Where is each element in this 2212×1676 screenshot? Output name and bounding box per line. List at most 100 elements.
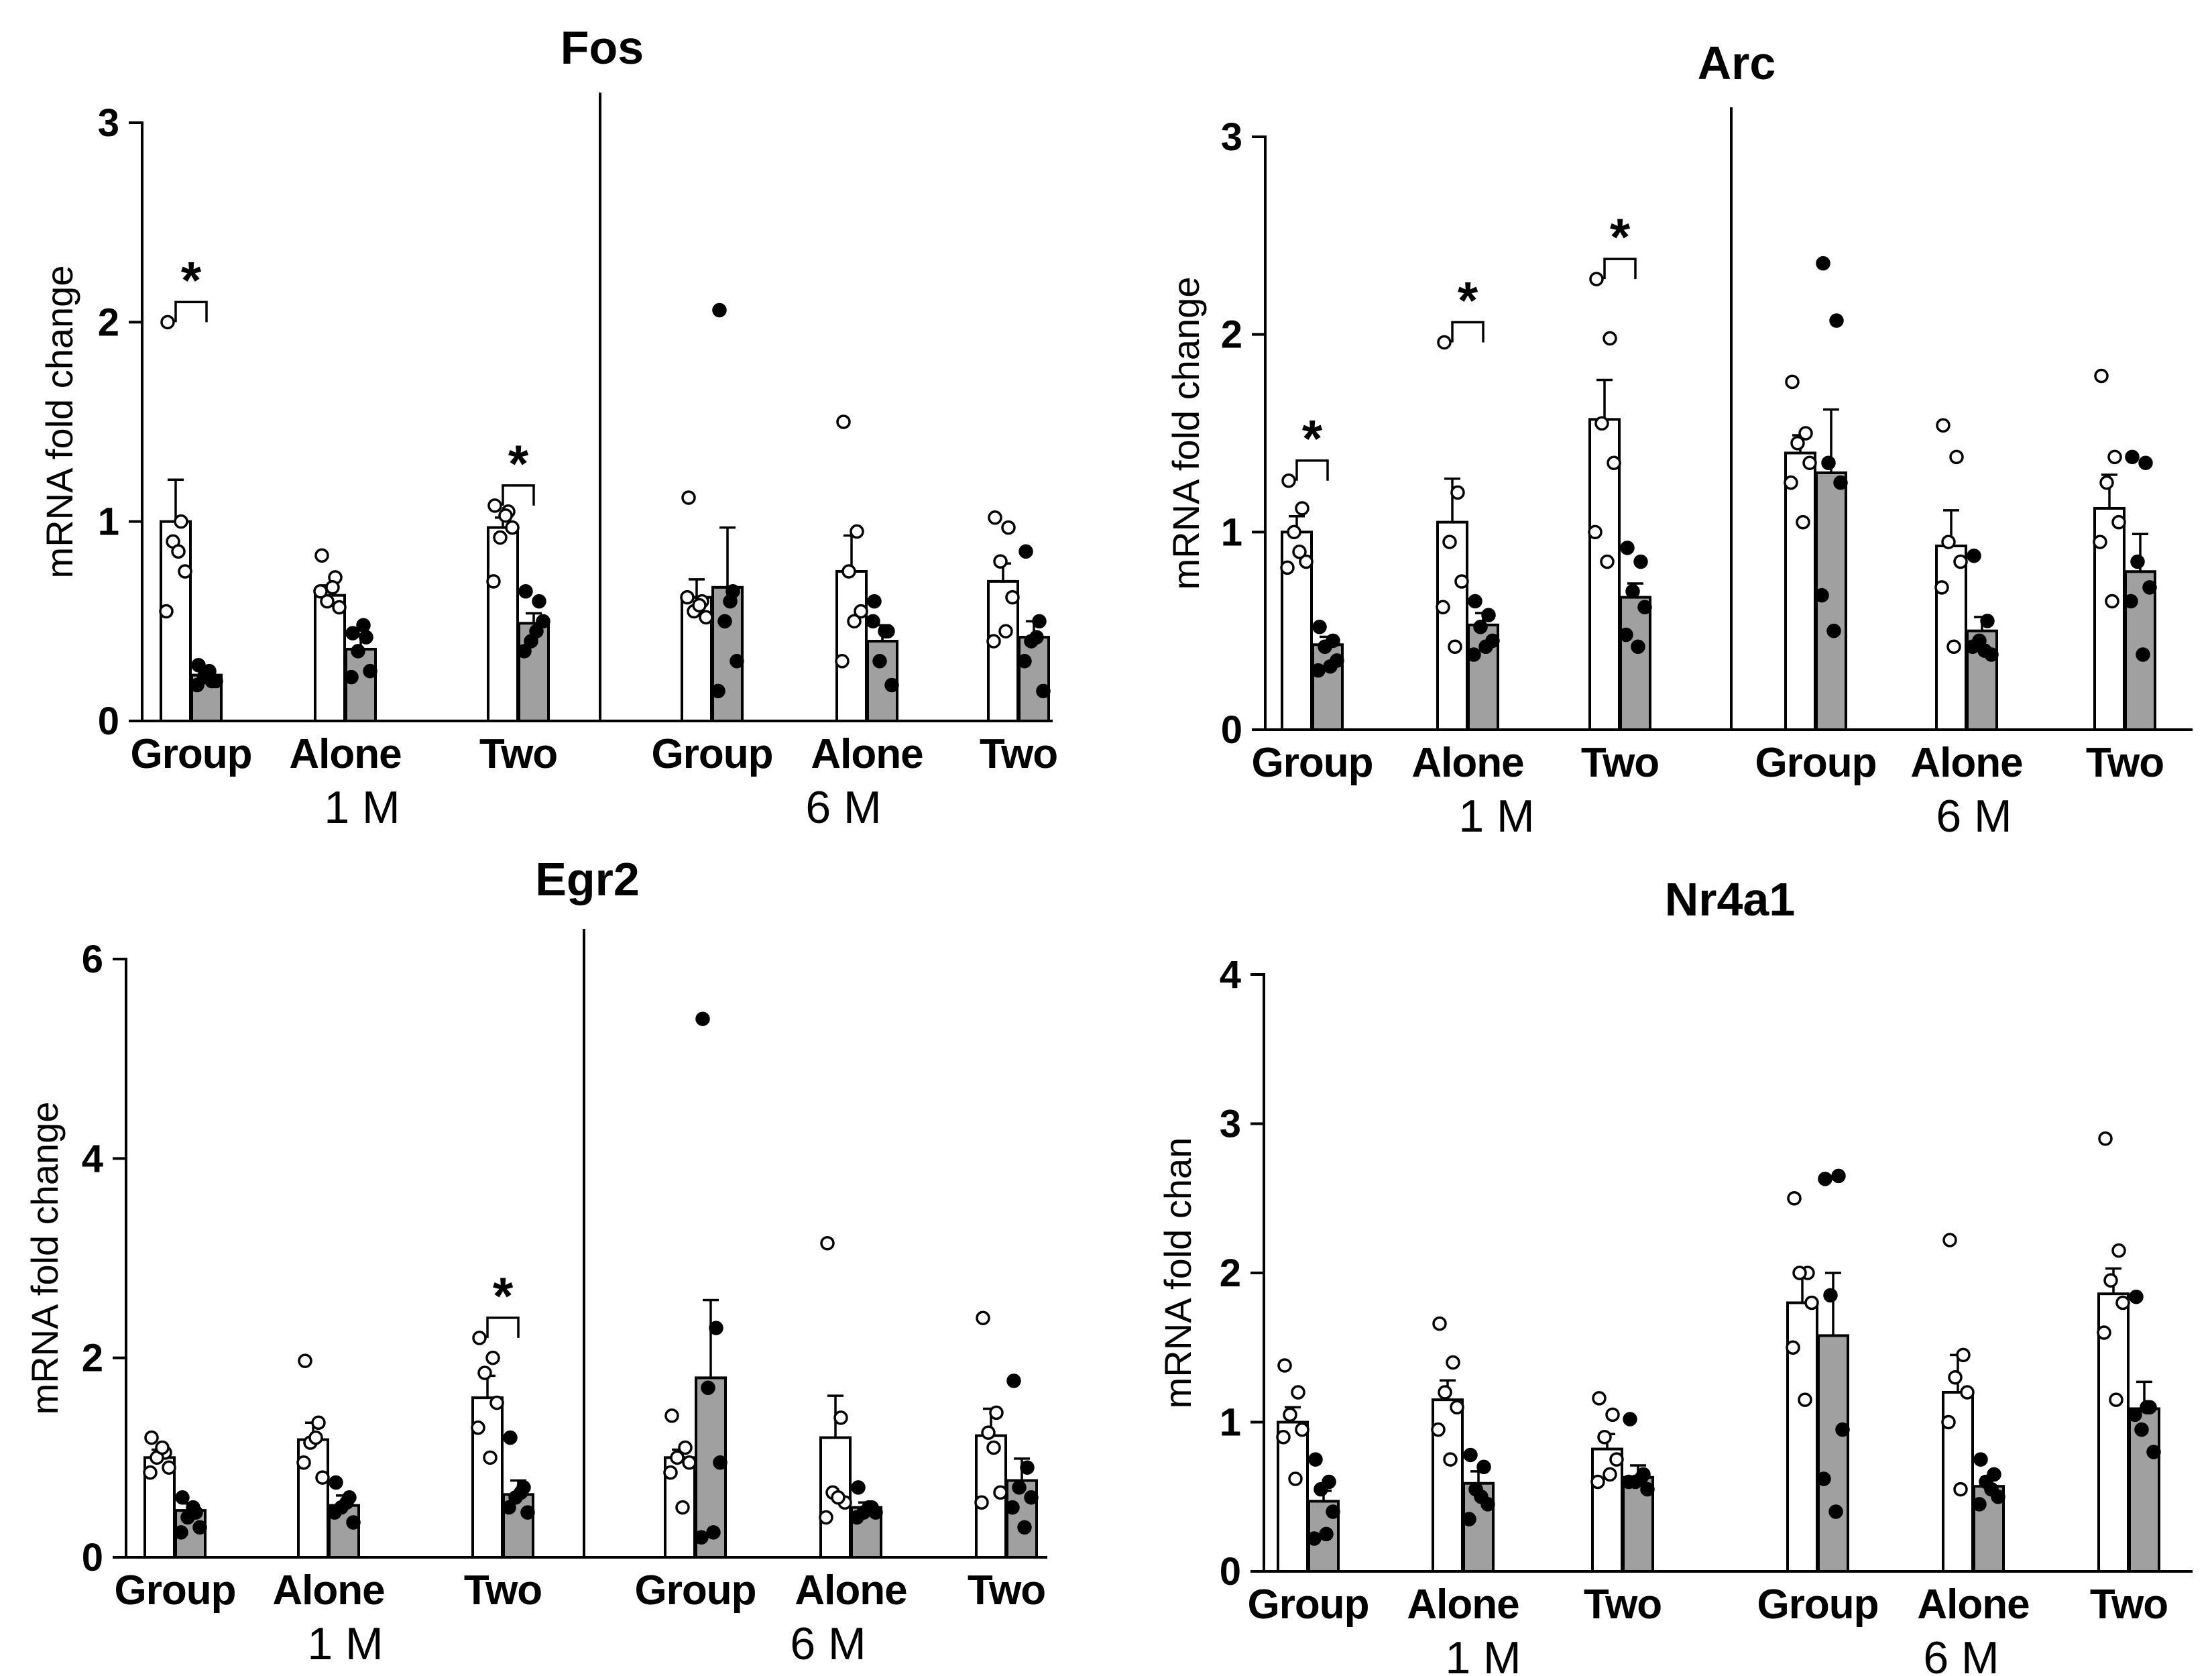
- point-treated: [1307, 1531, 1322, 1546]
- category-label: Two: [2086, 740, 2164, 786]
- point-control: [1292, 545, 1307, 559]
- point-treated: [709, 1321, 723, 1335]
- point-treated: [1829, 313, 1844, 328]
- age-group-label: 6 M: [1936, 791, 2012, 842]
- point-control: [835, 654, 850, 669]
- point-treated: [363, 663, 377, 679]
- point-treated: [1012, 1480, 1027, 1495]
- point-control: [1948, 1370, 1963, 1385]
- category-label: Alone: [1407, 1581, 1519, 1628]
- age-group-label: 1 M: [1445, 1632, 1521, 1676]
- point-control: [2098, 1131, 2113, 1146]
- point-control: [1802, 455, 1817, 470]
- point-control: [505, 520, 520, 535]
- point-treated: [2134, 1422, 2149, 1437]
- y-tick-label: 0: [82, 1536, 103, 1579]
- point-control: [831, 1490, 846, 1505]
- significance-bracket: [502, 484, 535, 506]
- point-treated: [2123, 594, 2138, 609]
- point-control: [178, 564, 192, 579]
- point-treated: [518, 583, 533, 599]
- category-label: Alone: [272, 1567, 384, 1614]
- point-control: [1450, 485, 1465, 500]
- point-control: [2107, 449, 2122, 465]
- bar-treated: [1815, 471, 1847, 732]
- panel-nr4a1: Nr4a1 mRNA fold chan 0 1 2 3 4 Group Alone Two Gro…: [1157, 873, 2193, 1676]
- y-tick-label: 4: [82, 1137, 103, 1180]
- point-treated: [186, 1500, 200, 1515]
- category-label: Two: [1581, 740, 1659, 786]
- point-treated: [711, 683, 725, 699]
- point-treated: [532, 594, 546, 609]
- point-control: [1936, 418, 1951, 433]
- point-control: [2115, 1295, 2130, 1310]
- point-treated: [2142, 580, 2157, 595]
- point-control: [675, 1500, 690, 1515]
- panel-title: Fos: [561, 21, 644, 74]
- point-control: [2103, 1273, 2118, 1288]
- bar-treated: [1619, 596, 1651, 731]
- age-group-label: 1 M: [1458, 791, 1534, 842]
- point-control: [1001, 520, 1016, 535]
- y-tick-label: 0: [98, 700, 119, 743]
- point-treated: [712, 302, 727, 318]
- point-treated: [1631, 639, 1645, 654]
- point-control: [489, 1395, 504, 1410]
- point-control: [159, 604, 174, 619]
- bar-control: [1591, 1447, 1623, 1573]
- point-treated: [1823, 1288, 1838, 1303]
- point-control: [1597, 1430, 1612, 1445]
- point-treated: [514, 1485, 528, 1500]
- point-control: [1600, 554, 1615, 569]
- point-control: [314, 548, 329, 563]
- point-control: [1798, 426, 1813, 441]
- point-control: [493, 530, 508, 545]
- category-label: Group: [1757, 1581, 1879, 1628]
- point-control: [1436, 600, 1450, 615]
- point-treated: [2136, 647, 2150, 662]
- point-control: [836, 414, 851, 429]
- point-control: [692, 598, 707, 613]
- point-treated: [1473, 620, 1488, 634]
- point-control: [1790, 435, 1805, 451]
- point-treated: [1816, 1471, 1831, 1486]
- bar-control: [1784, 451, 1816, 731]
- point-treated: [346, 1515, 361, 1530]
- point-control: [1295, 501, 1309, 516]
- category-label: Alone: [1411, 740, 1523, 786]
- bar-treated: [1817, 1334, 1849, 1573]
- point-treated: [1640, 1482, 1655, 1497]
- point-treated: [1625, 583, 1640, 599]
- point-control: [833, 1410, 848, 1425]
- point-control: [699, 610, 713, 625]
- point-control: [486, 574, 501, 589]
- significance-star: *: [1610, 207, 1631, 266]
- category-label: Group: [131, 731, 252, 777]
- point-treated: [503, 1430, 518, 1445]
- point-control: [143, 1465, 158, 1480]
- point-control: [1592, 1391, 1607, 1406]
- point-treated: [359, 630, 373, 645]
- point-treated: [502, 1500, 516, 1515]
- bar-control: [1436, 520, 1468, 731]
- y-tick-label: 6: [82, 938, 103, 981]
- point-treated: [1973, 1452, 1988, 1467]
- point-control: [1454, 574, 1469, 589]
- point-control: [1786, 1340, 1800, 1355]
- point-treated: [1032, 614, 1047, 629]
- y-tick-label: 3: [1221, 115, 1242, 159]
- point-treated: [862, 1500, 876, 1515]
- point-treated: [517, 644, 532, 659]
- point-control: [1607, 455, 1621, 470]
- point-control: [171, 544, 186, 559]
- point-control: [1605, 1407, 1620, 1422]
- category-label: Group: [115, 1567, 236, 1614]
- point-control: [298, 1353, 312, 1368]
- point-control: [986, 634, 1001, 649]
- category-label: Group: [1755, 740, 1877, 786]
- point-control: [1949, 449, 1964, 465]
- bar-treated: [345, 647, 377, 723]
- category-label: Alone: [811, 731, 923, 777]
- y-tick-label: 4: [1220, 953, 1241, 997]
